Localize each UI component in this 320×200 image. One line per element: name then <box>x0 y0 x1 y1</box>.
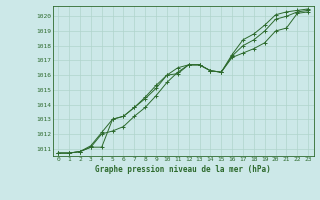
X-axis label: Graphe pression niveau de la mer (hPa): Graphe pression niveau de la mer (hPa) <box>95 165 271 174</box>
